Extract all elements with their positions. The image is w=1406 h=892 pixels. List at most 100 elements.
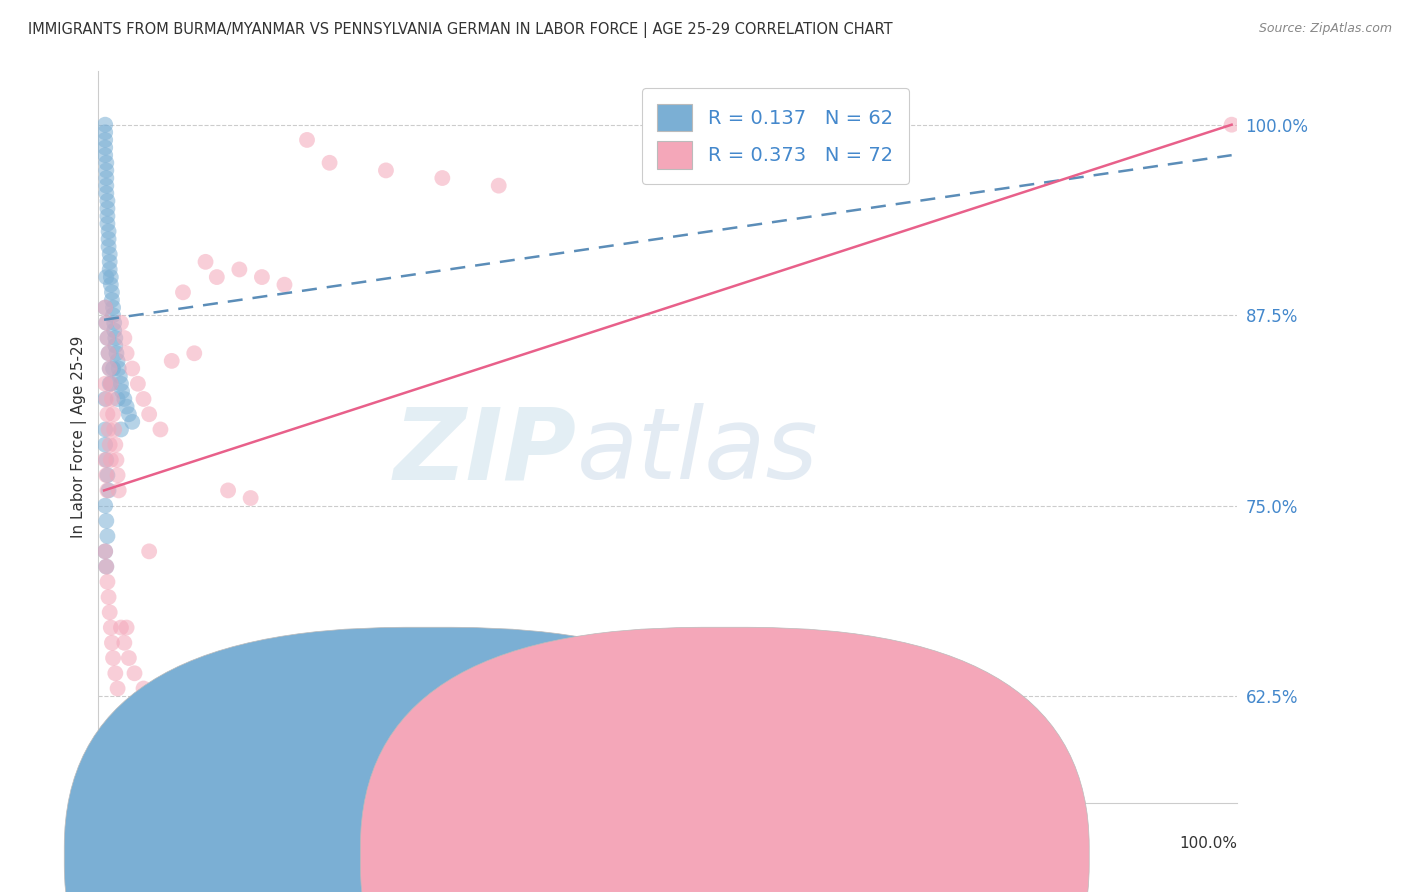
Point (121, 415, 143, 429)
Point (143, 697, 166, 711)
Text: 0.0%: 0.0% (98, 836, 138, 851)
Point (94, 301, 117, 315)
Point (94, 376, 117, 391)
Point (127, 376, 149, 391)
Point (101, 651, 124, 665)
Point (100, 621, 122, 635)
Point (94, 133, 117, 147)
Point (239, 491, 262, 505)
Point (98, 262, 121, 277)
Point (194, 735, 217, 749)
Point (96, 559, 118, 574)
Point (96, 392, 118, 406)
Point (96, 194, 118, 208)
Point (101, 301, 124, 315)
Point (96, 155, 118, 169)
Point (98, 255, 121, 269)
Point (273, 277, 295, 292)
Point (110, 621, 132, 635)
Point (101, 636, 124, 650)
Point (155, 712, 177, 726)
Point (107, 354, 129, 368)
Point (295, 133, 318, 147)
Point (105, 453, 128, 467)
Point (98, 438, 121, 452)
Point (96, 270, 118, 285)
Point (103, 323, 125, 337)
Point (94, 140, 117, 154)
Point (138, 544, 160, 558)
Point (96, 483, 118, 498)
Text: atlas: atlas (576, 403, 818, 500)
Text: IMMIGRANTS FROM BURMA/MYANMAR VS PENNSYLVANIA GERMAN IN LABOR FORCE | AGE 25-29 : IMMIGRANTS FROM BURMA/MYANMAR VS PENNSYL… (28, 22, 893, 38)
Point (101, 285, 124, 300)
Point (96, 514, 118, 528)
FancyBboxPatch shape (360, 627, 1090, 892)
Point (138, 407, 160, 421)
Point (98, 247, 121, 261)
Point (132, 392, 155, 406)
Point (228, 262, 250, 277)
Point (94, 392, 117, 406)
Point (194, 255, 217, 269)
Point (387, 772, 409, 787)
Point (96, 331, 118, 345)
Point (97, 346, 120, 360)
Point (96, 453, 118, 467)
Point (172, 285, 194, 300)
Point (104, 331, 127, 345)
Point (124, 666, 146, 681)
Text: ZIP: ZIP (394, 403, 576, 500)
Y-axis label: In Labor Force | Age 25-29: In Labor Force | Age 25-29 (72, 336, 87, 538)
Point (98, 376, 121, 391)
Point (96, 171, 118, 186)
Text: Immigrants from Burma/Myanmar: Immigrants from Burma/Myanmar (395, 858, 644, 872)
Point (96, 574, 118, 589)
Point (101, 361, 124, 376)
Point (96, 468, 118, 483)
Point (97, 483, 120, 498)
Point (96, 186, 118, 201)
Point (432, 171, 454, 186)
Point (101, 308, 124, 322)
Point (340, 765, 363, 780)
Point (96, 316, 118, 330)
Point (96, 209, 118, 223)
Point (94, 453, 117, 467)
Point (205, 270, 228, 285)
Point (115, 400, 138, 414)
Point (149, 422, 172, 436)
Point (96, 316, 118, 330)
Point (217, 483, 239, 498)
Point (160, 354, 183, 368)
Point (94, 544, 117, 558)
Point (107, 468, 129, 483)
Point (318, 155, 340, 169)
Point (96, 407, 118, 421)
Point (250, 270, 273, 285)
Point (284, 750, 307, 764)
Point (100, 453, 122, 467)
Text: 100.0%: 100.0% (1180, 836, 1237, 851)
Point (172, 727, 194, 741)
Text: Source: ZipAtlas.com: Source: ZipAtlas.com (1258, 22, 1392, 36)
Point (94, 499, 117, 513)
Point (104, 438, 127, 452)
Point (97, 232, 120, 246)
Point (100, 376, 122, 391)
Point (107, 392, 129, 406)
Point (101, 392, 124, 406)
Point (103, 316, 125, 330)
Point (97, 346, 120, 360)
Point (132, 681, 155, 696)
Point (105, 346, 128, 360)
Point (97, 224, 120, 238)
Point (98, 361, 121, 376)
Point (94, 422, 117, 436)
Point (1220, 118, 1243, 132)
Point (98, 361, 121, 376)
Point (115, 621, 138, 635)
Point (110, 316, 132, 330)
Point (108, 369, 131, 384)
Point (262, 742, 284, 756)
